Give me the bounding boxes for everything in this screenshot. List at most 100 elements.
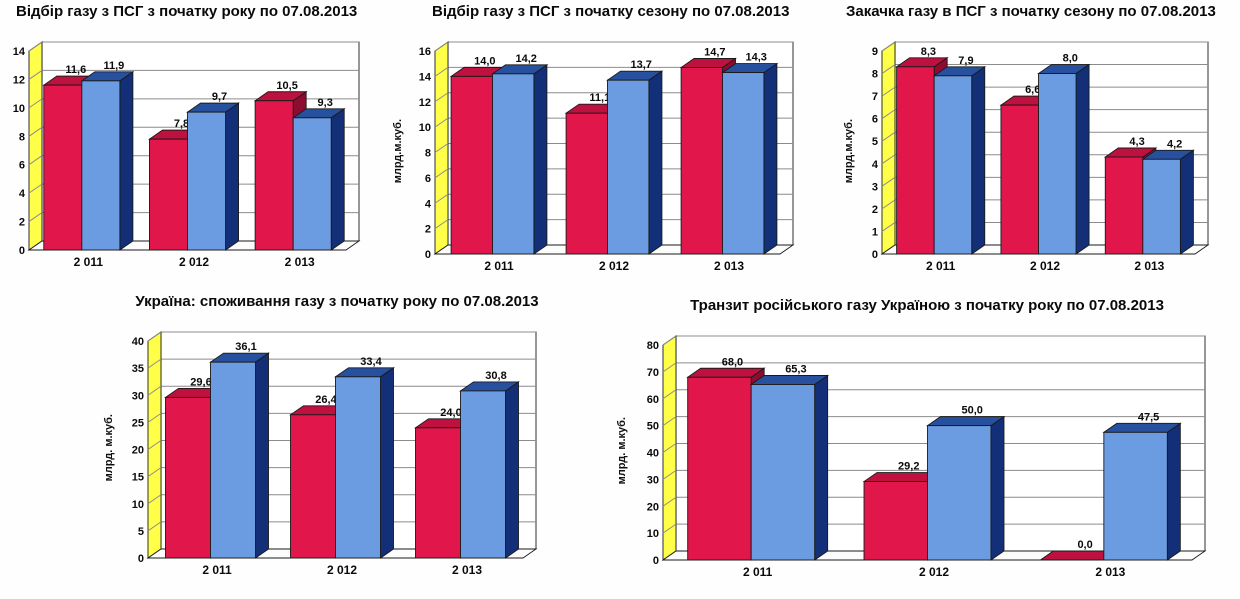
wall-tick-line (434, 66, 449, 77)
y-tick-label: 7 (872, 91, 878, 103)
y-tick-label: 60 (647, 394, 659, 406)
wall-tick-line (28, 126, 43, 137)
value-label: 36,1 (235, 341, 256, 353)
value-label: 9,3 (318, 97, 333, 109)
bar-side-blue (990, 415, 1005, 561)
y-tick-label: 5 (872, 136, 878, 148)
y-axis-title: млрд.м.куб. (843, 118, 855, 184)
y-tick-label: 30 (132, 390, 144, 402)
wall-tick-line (662, 523, 677, 534)
bar-blue (1103, 431, 1168, 561)
wall-tick-line (28, 70, 43, 80)
y-tick-label: 14 (419, 71, 432, 83)
bar-blue (460, 390, 506, 559)
y-tick-label: 25 (132, 417, 144, 429)
value-label: 7,8 (174, 118, 189, 130)
y-tick-label: 35 (132, 363, 144, 375)
bar-side-blue (1179, 149, 1194, 255)
y-tick-label: 20 (132, 445, 144, 457)
value-label: 50,0 (962, 405, 983, 417)
wall-tick-line (881, 131, 896, 142)
chart-canvas: 0 2 4 6 8 10 12 14 11,6 11,9 2 011 7,8 9,7 2 012 10,5 9… (13, 41, 361, 269)
chart-title: Відбір газу з ПСГ з початку сезону по 07… (432, 3, 790, 20)
chart-canvas: 0 10 20 30 40 50 60 70 80 68,0 65,3 2 011 29,2 50,0 2 … (647, 335, 1207, 579)
y-tick-label: 0 (653, 555, 659, 567)
y-tick-label: 4 (872, 159, 879, 171)
wall-tick-line (434, 143, 449, 153)
value-label: 8,0 (1063, 53, 1078, 65)
y-tick-label: 10 (647, 528, 659, 540)
y-tick-label: 14 (13, 46, 26, 58)
category-label: 2 012 (327, 563, 357, 577)
wall-tick-line (881, 86, 896, 97)
bar-red (896, 66, 935, 255)
y-tick-label: 40 (132, 336, 144, 348)
y-axis-title: млрд.м.куб. (392, 118, 404, 184)
bar-side-blue (380, 366, 394, 559)
bar-blue (335, 376, 381, 559)
value-label: 30,8 (485, 370, 506, 382)
chart-canvas: 0 2 4 6 8 10 12 14 16 14,0 14,2 2 011 11,1 13,7 2 012 1… (419, 41, 795, 273)
wall-tick-line (881, 41, 896, 52)
y-tick-label: 6 (425, 173, 431, 185)
wall-tick-line (662, 416, 677, 427)
category-label: 2 012 (599, 259, 629, 273)
chart-zakachka-gazu-sezon: Закачка газу в ПСГ з початку сезону по 0… (843, 2, 1239, 288)
bar-red (680, 67, 723, 255)
bar-top-blue (749, 375, 830, 385)
bar-side-blue (1075, 63, 1090, 255)
category-label: 2 011 (743, 565, 773, 579)
wall-tick-line (28, 41, 43, 52)
bar-blue (292, 117, 332, 251)
chart-canvas: 0 1 2 3 4 5 6 7 8 9 8,3 7,9 2 011 6,6 8,0 2 012 4,3 4,2 2 … (872, 41, 1210, 273)
chart-left-wall (28, 41, 43, 251)
y-tick-label: 10 (132, 499, 144, 511)
bar-blue (81, 80, 121, 251)
value-label: 33,4 (360, 356, 382, 368)
chart-vidbir-gazu-rik: Відбір газу з ПСГ з початку року по 07.0… (2, 2, 388, 284)
bar-side-blue (1166, 422, 1181, 561)
y-tick-label: 10 (419, 122, 431, 134)
wall-tick-line (434, 92, 449, 103)
bar-blue (1142, 158, 1181, 255)
category-label: 2 013 (1134, 259, 1164, 273)
chart-spozhyvannya-gazu: Україна: споживання газу з початку року … (103, 292, 571, 594)
bar-blue (933, 75, 973, 255)
y-tick-label: 2 (425, 224, 431, 236)
bar-red (863, 481, 928, 561)
y-tick-label: 2 (872, 204, 878, 216)
bar-blue (1038, 73, 1077, 255)
value-label: 9,7 (212, 91, 227, 103)
y-tick-label: 1 (872, 226, 878, 238)
bar-red (43, 84, 83, 251)
value-label: 4,2 (1167, 138, 1182, 150)
wall-tick-line (434, 219, 449, 230)
y-tick-label: 12 (419, 97, 431, 109)
wall-tick-line (662, 443, 677, 453)
wall-tick-line (881, 109, 896, 120)
y-tick-label: 40 (647, 448, 659, 460)
wall-tick-line (662, 362, 677, 373)
value-label: 10,5 (276, 80, 297, 92)
bar-blue (722, 72, 765, 255)
y-tick-label: 3 (872, 181, 878, 193)
bar-blue (210, 361, 256, 559)
value-label: 65,3 (785, 364, 806, 376)
wall-tick-line (434, 193, 449, 204)
bar-side-blue (505, 381, 519, 559)
wall-tick-line (434, 117, 449, 128)
bar-red (1000, 104, 1039, 255)
y-tick-label: 0 (425, 249, 431, 261)
y-tick-label: 8 (19, 131, 25, 143)
category-label: 2 012 (1030, 259, 1060, 273)
y-tick-label: 6 (19, 160, 25, 172)
wall-tick-line (147, 467, 162, 478)
value-label: 11,9 (103, 60, 124, 72)
category-label: 2 011 (74, 255, 104, 269)
y-tick-label: 4 (425, 198, 432, 210)
y-tick-label: 2 (19, 217, 25, 229)
y-tick-label: 8 (425, 148, 431, 160)
bar-red (687, 376, 752, 561)
y-tick-label: 15 (132, 472, 144, 484)
wall-tick-line (28, 155, 43, 166)
